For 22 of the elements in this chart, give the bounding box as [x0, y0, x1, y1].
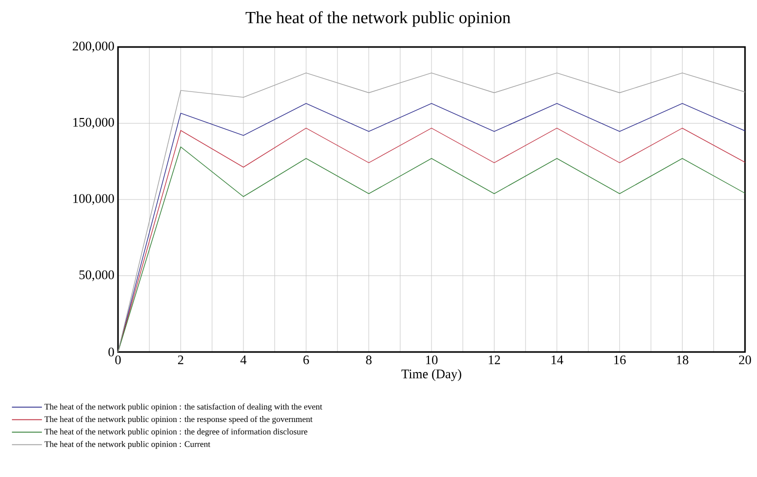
x-tick-label: 2	[178, 356, 184, 364]
x-tick-label: 4	[240, 356, 246, 364]
y-tick-label: 200,000	[72, 42, 114, 52]
y-tick-label: 50,000	[79, 270, 114, 282]
x-tick-label: 18	[676, 356, 688, 364]
y-tick-label: 100,000	[73, 194, 114, 205]
x-tick-label: 20	[739, 356, 752, 364]
legend-label: The heat of the network public opinion : Current	[44, 440, 210, 449]
x-axis-title: Time (Day)	[401, 369, 462, 381]
legend-label: The heat of the network public opinion : the degree of information disclosure	[44, 428, 308, 436]
legend-label: The heat of the network public opinion : the satisfaction of dealing with the event	[44, 403, 322, 412]
x-tick-label: 12	[488, 356, 500, 364]
legend-label: The heat of the network public opinion : the response speed of the government	[44, 416, 312, 424]
x-tick-label: 10	[426, 356, 438, 364]
x-tick-label: 14	[552, 356, 564, 364]
y-tick-label: 150,000	[73, 118, 114, 129]
x-tick-label: 6	[303, 356, 309, 364]
x-tick-label: 8	[366, 356, 372, 364]
chart-title: The heat of the network public opinion	[246, 11, 510, 27]
x-tick-label: 16	[614, 356, 626, 364]
y-tick-label: 0	[108, 348, 114, 356]
x-tick-label: 0	[115, 356, 121, 364]
